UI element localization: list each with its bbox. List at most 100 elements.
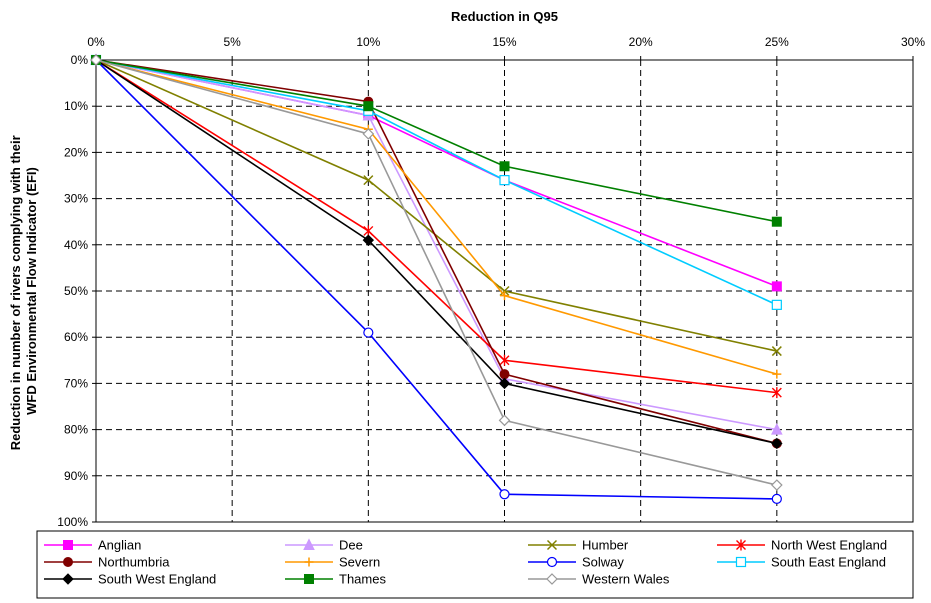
data-point: [546, 539, 558, 551]
data-point: [363, 327, 374, 338]
data-point: [546, 556, 558, 568]
y-tick-label: 70%: [64, 376, 88, 390]
legend: [36, 530, 914, 599]
data-point: [362, 128, 375, 140]
data-point: [499, 369, 510, 380]
legend-item: Dee: [285, 538, 363, 553]
data-point: [771, 493, 782, 504]
data-point: [771, 437, 783, 450]
series-line: [95, 59, 778, 306]
data-point: [63, 540, 73, 550]
y-tick-label: 80%: [64, 423, 88, 437]
series-line: [95, 59, 778, 352]
series-south-east-england: [90, 54, 782, 310]
data-point: [363, 175, 374, 186]
series-western-wales: [90, 54, 783, 491]
series-layer: [90, 53, 783, 504]
data-point: [771, 346, 782, 357]
legend-entries: Anglian Dee Humber North West England Northu…: [44, 538, 887, 587]
x-tick-label: 30%: [901, 35, 925, 49]
legend-label: Solway: [582, 555, 624, 570]
legend-label: Dee: [339, 538, 363, 553]
data-point: [736, 539, 746, 551]
legend-item: South East England: [717, 555, 886, 570]
data-point: [499, 285, 510, 297]
y-tick-label: 60%: [64, 330, 88, 344]
data-point: [362, 234, 375, 246]
data-point: [499, 489, 510, 500]
x-tick-label: 10%: [356, 35, 380, 49]
y-axis-title-line-2: WFD Environmental Flow Indicator (EFI): [24, 167, 39, 415]
legend-label: Northumbria: [98, 555, 170, 570]
y-tick-label: 40%: [64, 238, 88, 252]
legend-label: Humber: [582, 538, 629, 553]
x-tick-label: 5%: [223, 35, 241, 49]
y-axis-title: Reduction in number of rivers complying …: [8, 132, 39, 451]
legend-label: Western Wales: [582, 572, 670, 587]
data-point: [499, 161, 510, 172]
data-point: [498, 414, 511, 427]
legend-label: North West England: [771, 538, 887, 553]
data-point: [498, 377, 511, 390]
series-line: [95, 59, 778, 445]
legend-label: Severn: [339, 555, 380, 570]
legend-label: South East England: [771, 555, 886, 570]
y-tick-label: 0%: [71, 53, 89, 67]
y-axis-title-line-1: Reduction in number of rivers complying …: [8, 135, 23, 450]
y-tick-label: 30%: [64, 192, 88, 206]
data-point: [500, 291, 509, 301]
data-point: [771, 387, 782, 399]
series-line: [95, 59, 778, 486]
y-tick-label: 50%: [64, 284, 88, 298]
legend-item: Northumbria: [44, 555, 170, 570]
legend-item: Thames: [285, 572, 386, 587]
legend-item: Solway: [528, 555, 624, 570]
data-point: [772, 369, 782, 379]
legend-item: South West England: [44, 572, 216, 587]
legend-item: Western Wales: [528, 572, 670, 587]
data-point: [363, 101, 374, 112]
data-point: [771, 299, 782, 310]
data-point: [63, 557, 73, 567]
y-axis-ticks: 0% 10% 20% 30% 40% 50% 60% 70% 80% 90% 100%: [57, 53, 96, 529]
legend-label: Thames: [339, 572, 386, 587]
legend-item: Humber: [528, 538, 629, 553]
series-line: [95, 59, 777, 500]
data-point: [62, 573, 74, 585]
data-point: [771, 422, 783, 435]
x-axis-title: Reduction in Q95: [451, 9, 558, 24]
data-point: [90, 54, 102, 66]
x-tick-label: 20%: [629, 35, 653, 49]
data-point: [303, 538, 315, 550]
data-point: [546, 573, 558, 585]
legend-item: Anglian: [44, 538, 141, 553]
series-line: [95, 59, 778, 375]
x-tick-label: 25%: [765, 35, 789, 49]
series-anglian: [91, 55, 782, 292]
legend-label: South West England: [98, 572, 216, 587]
legend-item: North West England: [717, 538, 887, 553]
data-point: [735, 556, 747, 568]
series-line: [95, 59, 777, 223]
data-point: [304, 574, 314, 584]
legend-item: Severn: [285, 555, 380, 570]
series-line: [95, 59, 778, 445]
y-tick-label: 10%: [64, 99, 88, 113]
x-tick-label: 0%: [87, 35, 105, 49]
series-line: [95, 59, 777, 431]
data-point: [499, 354, 510, 366]
series-line: [95, 59, 777, 394]
series-line: [95, 59, 778, 288]
y-tick-label: 100%: [57, 515, 88, 529]
x-tick-label: 15%: [492, 35, 516, 49]
y-tick-label: 20%: [64, 145, 88, 159]
data-point: [304, 557, 314, 567]
y-tick-label: 90%: [64, 469, 88, 483]
series-humber: [90, 54, 782, 357]
data-point: [770, 479, 783, 491]
data-point: [771, 216, 782, 227]
series-northumbria: [91, 55, 782, 449]
series-thames: [91, 55, 782, 227]
data-point: [771, 281, 782, 292]
series-solway: [90, 54, 782, 504]
